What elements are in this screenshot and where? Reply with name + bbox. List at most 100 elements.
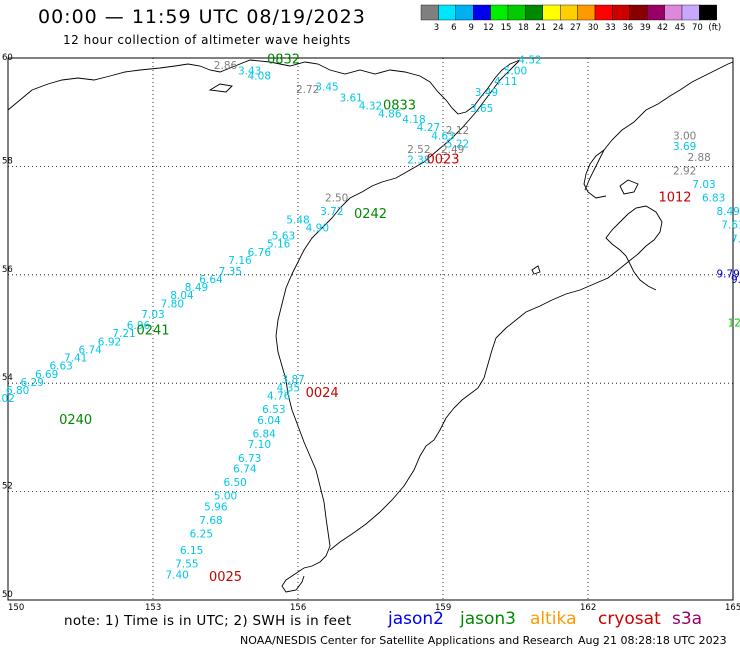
colorbar-swatch: [647, 4, 665, 21]
wave-height-value: 2.12: [446, 125, 469, 137]
wave-height-value: 5.48: [286, 214, 309, 226]
colorbar-label: (ft): [708, 23, 721, 33]
wave-height-value: 4.76: [267, 390, 291, 402]
wave-height-value: 2.38: [407, 155, 430, 167]
wave-height-value: 6.92: [98, 336, 121, 348]
colorbar-swatch: [681, 4, 700, 21]
colorbar-swatch: [577, 4, 596, 21]
colorbar-label: 15: [501, 23, 512, 33]
wave-height-value: 4.08: [248, 71, 271, 83]
latitude-label: 60: [2, 53, 13, 63]
footer-credit: NOAA/NESDIS Center for Satellite Applica…: [240, 634, 574, 647]
wave-height-value: 3.61: [339, 92, 362, 104]
colorbar-label: 36: [622, 23, 633, 33]
wave-height-value: 6.04: [257, 415, 281, 427]
wave-height-value: 2.88: [687, 152, 710, 164]
wave-height-value: 6.84: [252, 428, 276, 440]
wave-height-value: 4.11: [494, 76, 517, 88]
latitude-label: 50: [2, 590, 13, 600]
wave-height-value: 3.72: [320, 206, 343, 218]
wave-height-value: 7.35: [219, 266, 242, 278]
colorbar-label: 12: [483, 23, 494, 33]
colorbar-label: 9: [468, 23, 473, 33]
wave-height-value: 12.47: [728, 317, 740, 329]
longitude-label: 162: [580, 603, 596, 613]
wave-height-value: 6.76: [248, 247, 272, 259]
wave-height-value: 7.80: [161, 298, 184, 310]
wave-height-value: 6.96: [127, 320, 151, 332]
pass-time-label: 0025: [209, 570, 242, 585]
coastline-kamchatka-west: [275, 59, 521, 593]
colorbar-legend: 3 6 9 12 15 18 21 24 27 30 33 36 39 42 45 70 (ft): [420, 4, 721, 33]
wave-height-value: 6.74: [78, 344, 102, 356]
footer-timestamp: Aug 21 08:28:18 UTC 2023: [578, 634, 727, 647]
longitude-label: 165: [725, 603, 740, 613]
wave-height-value: 7.64: [731, 233, 740, 245]
colorbar-swatch: [473, 4, 491, 21]
wave-height-value: 8.49: [185, 282, 208, 294]
grid-labels: 60 58 56 54 52 50 150 153 156 159 162 165: [2, 53, 740, 613]
wave-height-value: 7.21: [112, 328, 135, 340]
wave-height-value: 4.86: [378, 109, 402, 121]
wave-height-value: 2.92: [673, 166, 696, 178]
wave-height-value: 6.73: [238, 453, 261, 465]
colorbar-swatch: [525, 4, 544, 21]
wave-height-value: 6.64: [199, 274, 223, 286]
colorbar-swatch: [507, 4, 526, 21]
colorbar-label: 30: [588, 23, 599, 33]
colorbar-swatch: [490, 4, 509, 21]
wave-height-value: 3.45: [315, 82, 338, 94]
wave-height-value: 6.69: [35, 369, 58, 381]
map-subtitle: 12 hour collection of altimeter wave hei…: [63, 33, 351, 47]
wave-height-value: 5.00: [214, 491, 237, 503]
wave-height-value: 3.00: [673, 130, 696, 142]
longitude-label: 150: [8, 603, 24, 613]
pass-time-label: 0242: [354, 207, 387, 222]
colorbar-label: 39: [640, 23, 651, 33]
pass-time-labels: 0832083300231012083402420241024000240025: [59, 52, 691, 585]
wave-height-value: 3.65: [470, 103, 493, 115]
footer-note: note: 1) Time is in UTC; 2) SWH is in fe…: [64, 613, 352, 629]
wave-height-value: 5.16: [267, 239, 291, 251]
wave-height-value: 7.03: [692, 179, 715, 191]
satellite-legend-s3a: s3a: [672, 609, 703, 629]
wave-height-value: 2.72: [296, 84, 319, 96]
wave-height-value: 6.80: [6, 385, 29, 397]
colorbar-label: 21: [535, 23, 546, 33]
colorbar-swatch: [612, 4, 631, 21]
colorbar-swatch: [629, 4, 648, 21]
wave-height-value: 7.10: [248, 439, 271, 451]
wave-height-value: 3.69: [673, 141, 696, 153]
satellite-legend-cryosat: cryosat: [598, 609, 661, 629]
island-karaginsky: [619, 179, 639, 195]
wave-height-values: 4.525.004.113.493.653.434.083.453.614.32…: [0, 54, 740, 581]
wave-height-value: 2.50: [325, 193, 348, 205]
wave-height-value: 7.61: [721, 220, 740, 232]
longitude-label: 159: [435, 603, 451, 613]
wave-height-value: 7.03: [141, 309, 164, 321]
wave-height-value: 3.49: [475, 87, 498, 99]
wave-height-value: 3.43: [238, 65, 261, 77]
wave-height-value: 7.41: [64, 353, 87, 365]
pass-time-label: 0241: [136, 323, 169, 338]
wave-height-value: 5.22: [446, 138, 469, 150]
longitude-label: 156: [290, 603, 306, 613]
colorbar-label: 18: [518, 23, 529, 33]
wave-height-value: 2.49: [441, 144, 464, 156]
pass-time-label: 1012: [658, 191, 691, 206]
coastline-north: [7, 59, 521, 115]
wave-height-value: 3.87: [281, 374, 304, 386]
latitude-label: 54: [2, 373, 13, 383]
wave-height-value: 6.63: [49, 361, 72, 373]
wave-height-value: 2.52: [407, 144, 430, 156]
island-north: [208, 83, 233, 93]
wave-height-value: 6.53: [262, 404, 285, 416]
colorbar-label: 45: [675, 23, 686, 33]
wave-height-value: 6.25: [190, 529, 213, 541]
colorbar-label: 27: [570, 23, 581, 33]
wave-height-value: 7.55: [175, 558, 198, 570]
wave-height-value: 9.22: [731, 274, 740, 286]
wave-height-value: 7.16: [228, 255, 252, 267]
wave-height-value: 5.96: [204, 502, 228, 514]
